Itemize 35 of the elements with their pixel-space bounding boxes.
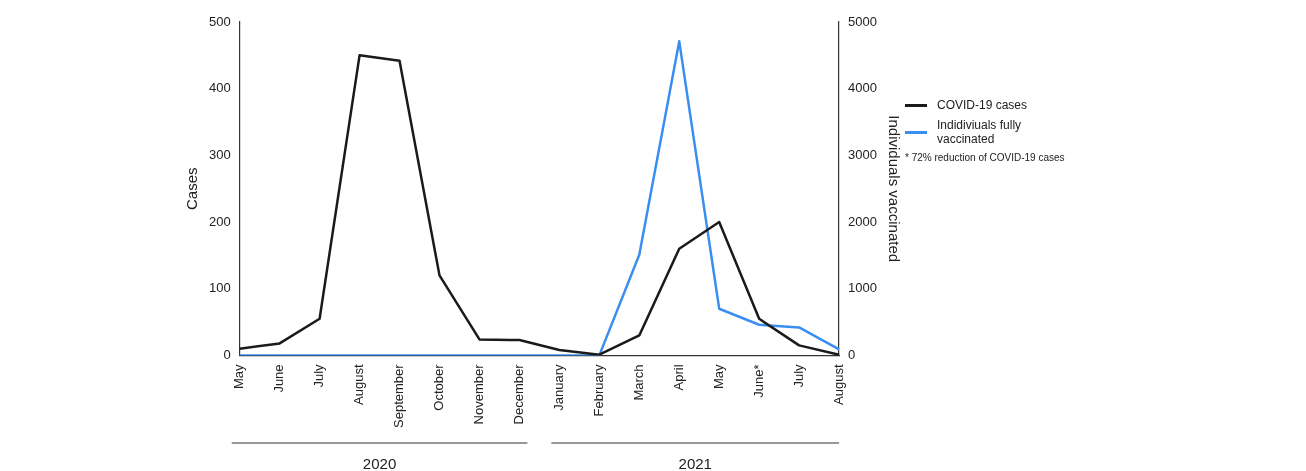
x-tick-label: September: [391, 363, 407, 428]
y-tick-label: 100: [208, 280, 231, 296]
y-tick-label: 200: [208, 213, 231, 229]
y2-tick-label: 1000: [848, 280, 877, 296]
x-tick-label: November: [471, 363, 487, 425]
y-tick-label: 300: [208, 146, 231, 162]
x-tick-label: August: [351, 364, 367, 405]
x-tick-label: June: [271, 364, 287, 393]
legend-label: COVID-19 cases: [937, 98, 1028, 112]
x-tick-label: February: [590, 363, 606, 417]
x-tick-label: January: [550, 363, 566, 411]
x-tick-label: July: [311, 363, 327, 388]
legend-label: Indidiviuals fully vaccinated: [937, 118, 1023, 146]
y2-tick-label: 2000: [848, 213, 877, 229]
x-tick-label: May: [231, 363, 247, 389]
x-tick-label: April: [670, 364, 686, 391]
x-tick-label: June*: [750, 364, 766, 398]
y-tick-label: 0: [223, 346, 231, 362]
text: 2020: [362, 454, 397, 471]
y2-tick-label: 0: [848, 346, 856, 362]
x-tick-label: July: [790, 363, 806, 388]
x-tick-label: May: [710, 363, 726, 389]
text: * 72% reduction of COVID-19 cases: [905, 152, 1066, 163]
x-tick-label: March: [630, 364, 646, 401]
x-tick-label: October: [431, 363, 447, 411]
y-tick-label: 500: [208, 13, 231, 29]
x-tick-label: August: [830, 364, 846, 405]
y2-tick-label: 5000: [848, 13, 877, 29]
y2-tick-label: 4000: [848, 80, 877, 96]
y2-axis-title: Individuals vaccinated: [885, 115, 903, 263]
y-tick-label: 400: [208, 80, 231, 96]
text: 2021: [678, 454, 712, 471]
x-tick-label: December: [510, 363, 526, 425]
y-axis-title: Cases: [183, 167, 201, 210]
y2-tick-label: 3000: [848, 146, 877, 162]
